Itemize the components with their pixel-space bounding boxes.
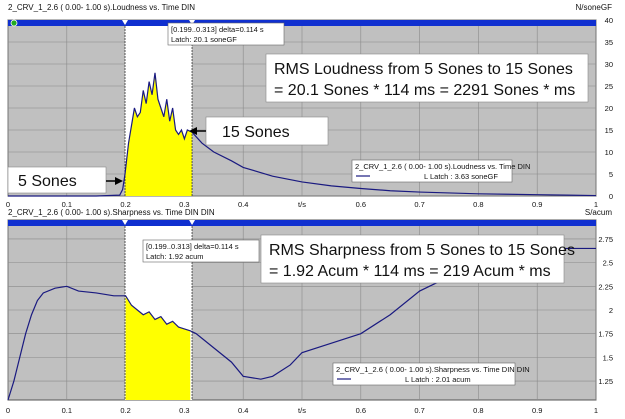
y-tick-label: 1.5 [603, 353, 613, 362]
rms-annotation-line2: = 1.92 Acum * 114 ms = 219 Acum * ms [269, 263, 551, 280]
rms-annotation-box [260, 234, 565, 284]
y-axis-label: S/acum [585, 208, 612, 217]
y-tick-label: 20 [605, 104, 613, 113]
label-5-sones-box [7, 166, 107, 194]
arrow-head-icon [115, 177, 123, 185]
x-tick-label: 0.2 [120, 200, 130, 209]
legend-latch-text: L Latch : 2.01 acum [405, 375, 471, 384]
y-axis-label: N/soneGF [576, 3, 613, 12]
y-tick-label: 1.25 [598, 377, 613, 386]
x-tick-label: 0.1 [62, 406, 72, 415]
legend-series-text: 2_CRV_1_2.6 ( 0.00- 1.00 s).Loudness vs.… [355, 162, 530, 171]
x-tick-label: 1 [594, 200, 598, 209]
legend-series-text: 2_CRV_1_2.6 ( 0.00- 1.00 s).Sharpness vs… [336, 365, 530, 374]
x-tick-label: 0.1 [62, 200, 72, 209]
status-light-icon [10, 19, 18, 27]
rms-annotation-line1: RMS Sharpness from 5 Sones to 15 Sones [269, 242, 575, 259]
x-tick-label: 0.8 [473, 406, 483, 415]
rms-annotation-line2: = 20.1 Sones * 114 ms = 2291 Sones * ms [274, 82, 575, 99]
y-tick-label: 0 [609, 192, 613, 201]
y-tick-label: 2.5 [603, 259, 613, 268]
x-tick-label: 0.8 [473, 200, 483, 209]
x-tick-label: 0.9 [532, 200, 542, 209]
x-tick-label: 0.2 [120, 406, 130, 415]
x-tick-label: 0.9 [532, 406, 542, 415]
rms-annotation-box [265, 53, 589, 103]
y-tick-label: 10 [605, 148, 613, 157]
panel-1: 0 0.1 0.2 0.3 0.4 t/s 0.6 0.7 0.8 0.9 105101520253… [6, 3, 613, 209]
x-tick-label: 0.4 [238, 200, 248, 209]
arrow-head-icon [189, 127, 197, 135]
chart-title: 2_CRV_1_2.6 ( 0.00- 1.00 s).Loudness vs.… [8, 3, 195, 12]
cursor-marker-icon [189, 220, 196, 225]
chart-title: 2_CRV_1_2.6 ( 0.00- 1.00 s).Sharpness vs… [8, 208, 215, 217]
cursor-readout-box [142, 239, 260, 263]
cursor-band [8, 220, 596, 226]
y-tick-label: 2.75 [598, 235, 613, 244]
x-tick-label: 0.4 [238, 406, 248, 415]
y-tick-label: 35 [605, 38, 613, 47]
y-tick-label: 2 [609, 306, 613, 315]
x-tick-label: t/s [298, 406, 306, 415]
cursor-marker-icon [122, 220, 129, 225]
x-tick-label: 0.7 [414, 200, 424, 209]
legend-box [332, 362, 516, 386]
cursor-marker-icon [122, 20, 129, 25]
series-line [8, 72, 597, 197]
legend-latch-text: L Latch : 3.63 soneGF [424, 172, 498, 181]
x-tick-label: 0 [6, 406, 10, 415]
x-tick-label: 0.6 [356, 200, 366, 209]
y-tick-label: 1.75 [598, 330, 613, 339]
x-tick-label: 0 [6, 200, 10, 209]
y-tick-label: 2.25 [598, 282, 613, 291]
cursor-band [8, 20, 596, 26]
legend-box [351, 159, 513, 183]
x-tick-label: 0.3 [179, 406, 189, 415]
cursor-marker-icon [189, 20, 196, 25]
rms-annotation-line1: RMS Loudness from 5 Sones to 15 Sones [274, 61, 573, 78]
cursor-latch-text: Latch: 1.92 acum [146, 252, 204, 261]
y-tick-label: 25 [605, 82, 613, 91]
cursor-range-text: [0.199..0.313] delta=0.114 s [146, 242, 239, 251]
y-tick-label: 30 [605, 60, 613, 69]
cursor-latch-text: Latch: 20.1 soneGF [171, 35, 237, 44]
cursor-range-text: [0.199..0.313] delta=0.114 s [171, 25, 264, 34]
x-tick-label: 0.3 [179, 200, 189, 209]
highlight-fill [125, 295, 191, 400]
x-tick-label: t/s [298, 200, 306, 209]
series-line [7, 247, 596, 401]
x-tick-label: 0.6 [356, 406, 366, 415]
label-15-sones-box [205, 116, 329, 146]
y-tick-label: 40 [605, 16, 613, 25]
panel-2: 0 0.1 0.2 0.3 0.4 t/s 0.6 0.7 0.8 0.9 1 1.25 1.5 1.75… [6, 208, 613, 415]
x-tick-label: 0.7 [414, 406, 424, 415]
cursor-readout-box [167, 22, 285, 46]
label-15-sones: 15 Sones [222, 124, 290, 141]
y-tick-label: 15 [605, 126, 613, 135]
x-tick-label: 1 [594, 406, 598, 415]
label-5-sones: 5 Sones [18, 173, 77, 190]
y-tick-label: 5 [609, 170, 613, 179]
